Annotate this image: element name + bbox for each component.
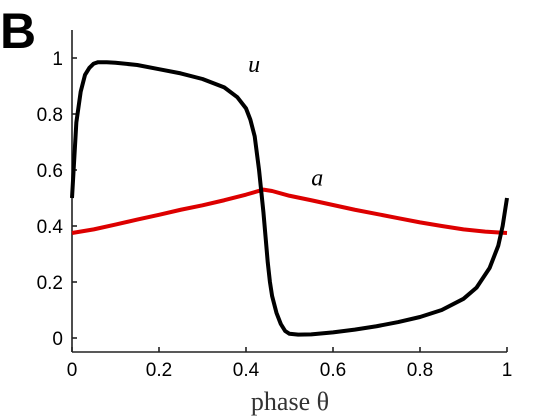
annotation-layer: ua <box>248 52 323 191</box>
x-tick-label: 0 <box>67 360 78 381</box>
y-tick-label: 1 <box>52 49 63 70</box>
axes <box>71 30 507 353</box>
panel-letter: B <box>0 3 36 59</box>
series-layer <box>70 60 509 337</box>
series-line-a <box>71 187 508 235</box>
x-tick-label: 0.4 <box>233 360 260 381</box>
series-label-u: u <box>248 52 260 78</box>
x-tick-label: 0.8 <box>407 360 433 381</box>
x-tick-label: 0.2 <box>146 360 172 381</box>
y-tick-label: 0.8 <box>37 105 63 126</box>
y-tick-label: 0.4 <box>37 217 64 238</box>
x-axis-title: phase θ <box>251 387 329 416</box>
y-tick-label: 0 <box>52 329 63 350</box>
x-tick-label: 0.6 <box>320 360 346 381</box>
series-label-a: a <box>311 165 323 191</box>
y-tick-label: 0.2 <box>37 273 63 294</box>
x-tick-label: 1 <box>502 360 513 381</box>
y-tick-label: 0.6 <box>37 161 63 182</box>
ticks: 0 0.2 0.4 0.6 0.8 1 0 0.2 0.4 0.6 0.8 1 <box>37 49 513 381</box>
series-line-u <box>70 60 509 337</box>
